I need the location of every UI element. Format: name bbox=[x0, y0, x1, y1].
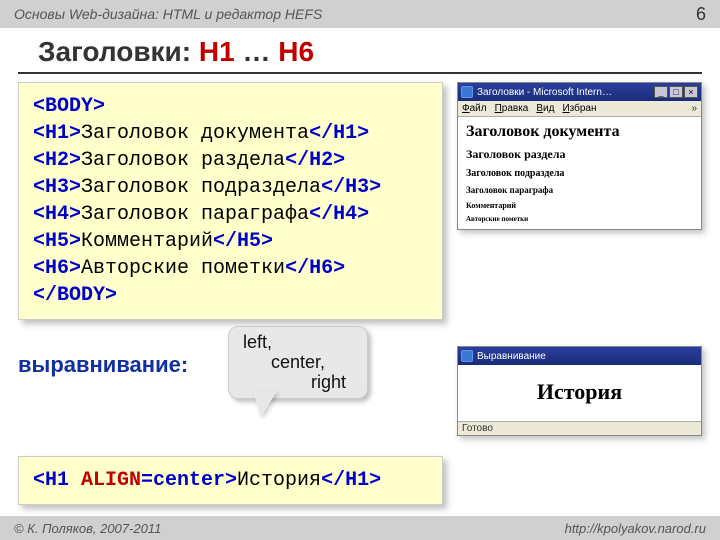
title-h1: H1 bbox=[199, 36, 235, 67]
close-button[interactable]: × bbox=[684, 86, 698, 98]
code-block-align: <H1 ALIGN=center>История</H1> bbox=[18, 456, 443, 505]
copyright: © К. Поляков, 2007-2011 bbox=[14, 521, 161, 536]
code-block-main: <BODY> <H1>Заголовок документа</H1> <H2>… bbox=[18, 82, 443, 320]
menu-overflow-icon[interactable]: » bbox=[691, 103, 697, 114]
browser2-titlebar: Выравнивание bbox=[458, 347, 701, 365]
menu-edit[interactable]: Правка bbox=[495, 103, 529, 114]
browser-body: Заголовок документа Заголовок раздела За… bbox=[458, 117, 701, 229]
page-number: 6 bbox=[696, 4, 706, 25]
browser-menu: Файл Правка Вид Избран » bbox=[458, 101, 701, 117]
alignment-callout: left, center, right bbox=[228, 326, 368, 399]
slide-title: Заголовки: H1 … H6 bbox=[0, 28, 720, 72]
preview-h4: Заголовок параграфа bbox=[466, 185, 693, 195]
header-bar: Основы Web-дизайна: HTML и редактор HEFS… bbox=[0, 0, 720, 28]
minimize-button[interactable]: _ bbox=[654, 86, 668, 98]
preview-h3: Заголовок подраздела bbox=[466, 168, 693, 179]
ie-icon bbox=[461, 350, 473, 362]
menu-file[interactable]: Файл bbox=[462, 103, 487, 114]
preview-h2: Заголовок раздела bbox=[466, 147, 693, 162]
browser-titlebar: Заголовки - Microsoft Intern… _ □ × bbox=[458, 83, 701, 101]
menu-view[interactable]: Вид bbox=[536, 103, 554, 114]
browser-preview-align: Выравнивание История Готово bbox=[457, 346, 702, 436]
browser-preview-headings: Заголовки - Microsoft Intern… _ □ × Файл… bbox=[457, 82, 702, 230]
footer-url: http://kpolyakov.narod.ru bbox=[565, 521, 706, 536]
callout-tail bbox=[253, 391, 277, 417]
footer-bar: © К. Поляков, 2007-2011 http://kpolyakov… bbox=[0, 516, 720, 540]
menu-fav[interactable]: Избран bbox=[562, 103, 596, 114]
browser2-body: История bbox=[458, 365, 701, 421]
browser2-status: Готово bbox=[458, 421, 701, 435]
window2-title: Выравнивание bbox=[477, 351, 546, 362]
title-rule bbox=[18, 72, 702, 74]
ie-icon bbox=[461, 86, 473, 98]
breadcrumb: Основы Web-дизайна: HTML и редактор HEFS bbox=[14, 6, 322, 22]
preview-h6: Авторские пометки bbox=[466, 215, 693, 223]
window-title: Заголовки - Microsoft Intern… bbox=[477, 87, 612, 98]
preview-h5: Комментарий bbox=[466, 201, 693, 210]
maximize-button[interactable]: □ bbox=[669, 86, 683, 98]
preview-h1: Заголовок документа bbox=[466, 123, 693, 141]
title-h6: H6 bbox=[278, 36, 314, 67]
